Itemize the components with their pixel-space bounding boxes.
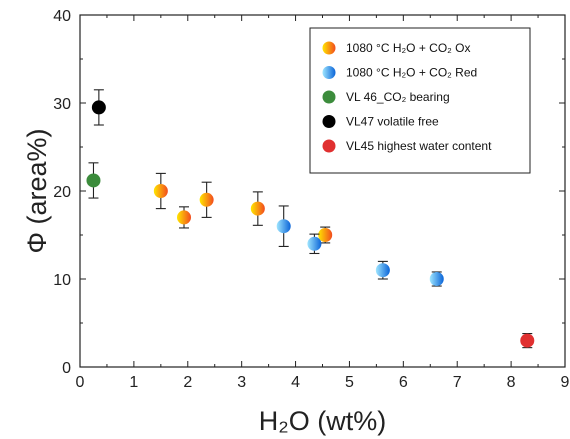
legend-marker xyxy=(322,66,336,79)
legend-box xyxy=(309,27,531,174)
legend-label: VL 46_CO₂ bearing xyxy=(346,90,450,104)
series-2 xyxy=(86,162,101,199)
data-point xyxy=(177,210,192,225)
y-tick-label: 0 xyxy=(62,360,71,377)
legend-marker xyxy=(322,139,336,153)
legend-label: 1080 °C H₂O + CO₂ Ox xyxy=(346,41,471,55)
data-point xyxy=(199,192,214,207)
data-point xyxy=(153,184,168,198)
data-point xyxy=(250,201,265,216)
legend-label: VL45 highest water content xyxy=(346,139,492,153)
x-tick-label: 9 xyxy=(561,374,570,391)
data-point xyxy=(429,272,444,286)
x-tick-label: 0 xyxy=(76,374,85,391)
data-point xyxy=(86,173,101,188)
y-axis-title: Φ (area%) xyxy=(22,128,52,253)
legend-label: VL47 volatile free xyxy=(346,115,439,129)
series-0 xyxy=(153,172,333,244)
data-point xyxy=(520,333,535,348)
legend-marker xyxy=(322,115,336,128)
series-1 xyxy=(276,205,444,287)
data-point xyxy=(276,219,291,234)
legend-label: 1080 °C H₂O + CO₂ Red xyxy=(346,66,477,80)
x-tick-label: 2 xyxy=(183,374,192,391)
data-point xyxy=(307,236,322,251)
x-tick-label: 4 xyxy=(291,374,300,391)
y-tick-label: 40 xyxy=(53,8,71,25)
data-point xyxy=(375,263,390,278)
data-point xyxy=(91,100,106,115)
x-tick-label: 6 xyxy=(399,374,408,391)
x-tick-label: 3 xyxy=(237,374,246,391)
x-axis-title: H₂O (wt%) xyxy=(259,406,386,436)
x-tick-label: 8 xyxy=(507,374,516,391)
y-tick-label: 20 xyxy=(53,184,71,201)
x-tick-label: 7 xyxy=(453,374,462,391)
legend-marker xyxy=(322,90,336,104)
series-4 xyxy=(520,333,535,349)
data-point xyxy=(318,228,333,242)
y-tick-label: 30 xyxy=(53,96,71,113)
y-tick-label: 10 xyxy=(53,272,71,289)
x-tick-label: 5 xyxy=(345,374,354,391)
x-tick-label: 1 xyxy=(129,374,138,391)
legend-marker xyxy=(322,41,336,55)
series-3 xyxy=(91,89,106,126)
